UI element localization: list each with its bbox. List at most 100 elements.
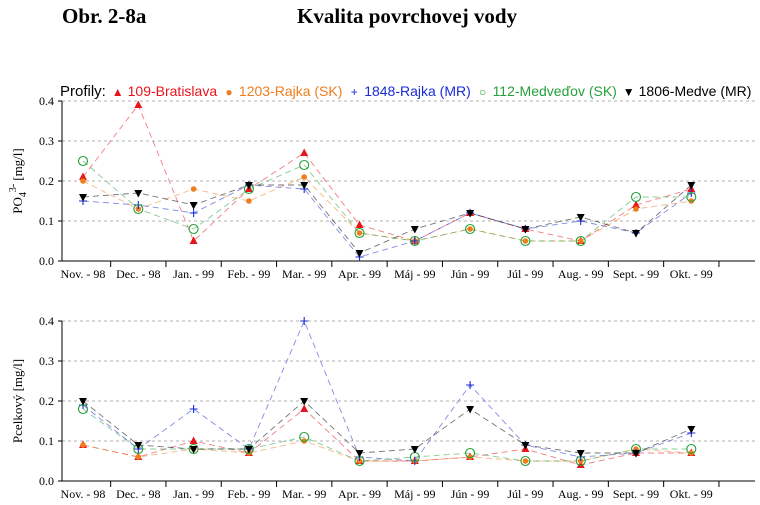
series-line	[82, 104, 692, 242]
legend-item: ● 1203-Rajka (SK)	[223, 83, 342, 99]
x-tick-label: Jan. - 99	[173, 487, 214, 501]
x-tick-label: Dec. - 98	[116, 267, 160, 281]
data-point-open-circle	[299, 431, 310, 443]
data-point-open-circle	[465, 223, 476, 235]
data-point-filled-circle	[80, 442, 86, 448]
y-tick-label: 0.3	[39, 354, 54, 368]
data-point-triangle-down	[244, 182, 253, 190]
data-point-triangle-up	[576, 460, 585, 468]
x-tick-label: Aug. - 99	[558, 487, 604, 501]
data-point-triangle-down	[687, 426, 696, 434]
data-point-plus	[466, 381, 475, 389]
x-tick-label: Jan. - 99	[173, 267, 214, 281]
data-point-triangle-down	[576, 214, 585, 222]
data-point-open-circle	[299, 159, 310, 171]
data-point-filled-circle	[356, 230, 363, 236]
data-point-triangle-up	[189, 436, 198, 444]
figure-title: Kvalita povrchovej vody	[297, 4, 518, 28]
data-point-triangle-up	[300, 148, 309, 156]
data-point-open-circle	[77, 155, 89, 167]
legend-item: ▲ 109-Bratislava	[112, 83, 217, 99]
data-point-triangle-down	[466, 406, 475, 414]
x-tick-label: Jún - 99	[451, 487, 490, 501]
x-tick-label: Máj - 99	[394, 487, 435, 501]
figure-label: Obr. 2-8a	[62, 4, 147, 28]
legend-marker-triangle-down: ▼	[622, 85, 635, 99]
y-axis-label-subscript: 4	[18, 192, 29, 197]
series-line	[82, 319, 692, 462]
data-point-filled-circle	[522, 458, 529, 464]
y-tick-label: 0.0	[39, 254, 54, 268]
data-point-triangle-down	[576, 450, 585, 458]
data-point-open-circle	[188, 223, 199, 235]
data-point-triangle-down	[244, 446, 253, 454]
series-line	[82, 160, 692, 242]
data-point-filled-circle	[80, 178, 86, 184]
y-tick-label: 0.2	[39, 394, 54, 408]
x-tick-label: Jún - 99	[451, 267, 490, 281]
y-axis-label-superscript: 3-	[8, 184, 19, 192]
series-line	[82, 184, 692, 254]
x-tick-label: Mar. - 99	[282, 487, 326, 501]
y-axis-label: Pcelkový [mg/l]	[10, 359, 25, 443]
x-tick-label: Apr. - 99	[338, 267, 381, 281]
x-tick-label: Mar. - 99	[282, 267, 326, 281]
x-tick-label: Aug. - 99	[558, 267, 604, 281]
data-point-plus	[189, 209, 198, 217]
y-tick-label: 0.3	[39, 134, 54, 148]
data-point-triangle-down	[189, 202, 198, 210]
y-axis-label-unit: [mg/l]	[10, 148, 25, 181]
data-point-filled-circle	[633, 206, 639, 212]
x-tick-label: Máj - 99	[394, 267, 435, 281]
series-line	[82, 440, 692, 462]
data-point-plus	[410, 237, 419, 245]
series-line	[82, 176, 692, 242]
legend-marker-open-circle: ○	[479, 85, 487, 99]
data-point-triangle-down	[632, 230, 640, 238]
y-tick-label: 0.4	[39, 314, 54, 328]
data-point-filled-circle	[190, 186, 197, 192]
legend-item: + 1848-Rajka (MR)	[348, 83, 471, 99]
legend-items: ▲ 109-Bratislava ● 1203-Rajka (SK) + 184…	[110, 83, 752, 99]
legend-series-name: 1806-Medve (MR)	[638, 83, 752, 99]
data-point-open-circle	[686, 191, 697, 203]
legend-item: ▼ 1806-Medve (MR)	[623, 83, 752, 99]
data-point-triangle-down	[134, 190, 143, 198]
legend-marker-triangle-up: ▲	[111, 85, 124, 99]
data-point-filled-circle	[522, 238, 529, 244]
data-point-triangle-down	[79, 398, 87, 406]
x-tick-label: Nov. - 98	[61, 487, 106, 501]
legend: Profily: ▲ 109-Bratislava ● 1203-Rajka (…	[60, 83, 751, 100]
data-point-filled-circle	[467, 226, 473, 232]
data-point-triangle-down	[632, 450, 640, 458]
y-tick-label: 0.1	[39, 214, 54, 228]
x-tick-label: Dec. - 98	[116, 487, 160, 501]
data-point-triangle-down	[466, 210, 475, 218]
data-point-triangle-down	[410, 446, 419, 454]
data-point-filled-circle	[577, 238, 584, 244]
data-point-triangle-up	[134, 100, 143, 108]
legend-label: Profily:	[60, 83, 106, 100]
data-point-open-circle	[520, 235, 531, 247]
x-tick-label: Okt. - 99	[670, 267, 713, 281]
data-point-triangle-down	[300, 398, 309, 406]
data-point-triangle-down	[410, 226, 419, 234]
data-point-triangle-down	[521, 442, 530, 450]
y-axis-label-main: PO	[10, 197, 25, 214]
legend-marker-filled-circle: ●	[225, 85, 233, 99]
data-point-filled-circle	[135, 454, 142, 460]
data-point-triangle-down	[521, 226, 530, 234]
data-point-triangle-up	[189, 236, 198, 244]
data-point-plus	[300, 317, 309, 325]
x-tick-label: Okt. - 99	[670, 487, 713, 501]
data-point-triangle-up	[79, 172, 87, 180]
data-point-filled-circle	[301, 174, 308, 180]
data-point-triangle-down	[355, 250, 364, 258]
x-tick-label: Nov. - 98	[61, 267, 106, 281]
legend-series-name: 1848-Rajka (MR)	[364, 83, 471, 99]
legend-series-name: 109-Bratislava	[127, 83, 218, 99]
data-point-open-circle	[409, 235, 420, 247]
data-point-triangle-up	[355, 220, 364, 228]
data-point-open-circle	[465, 447, 476, 459]
y-axis-label: PO43- [mg/l]	[8, 148, 29, 213]
